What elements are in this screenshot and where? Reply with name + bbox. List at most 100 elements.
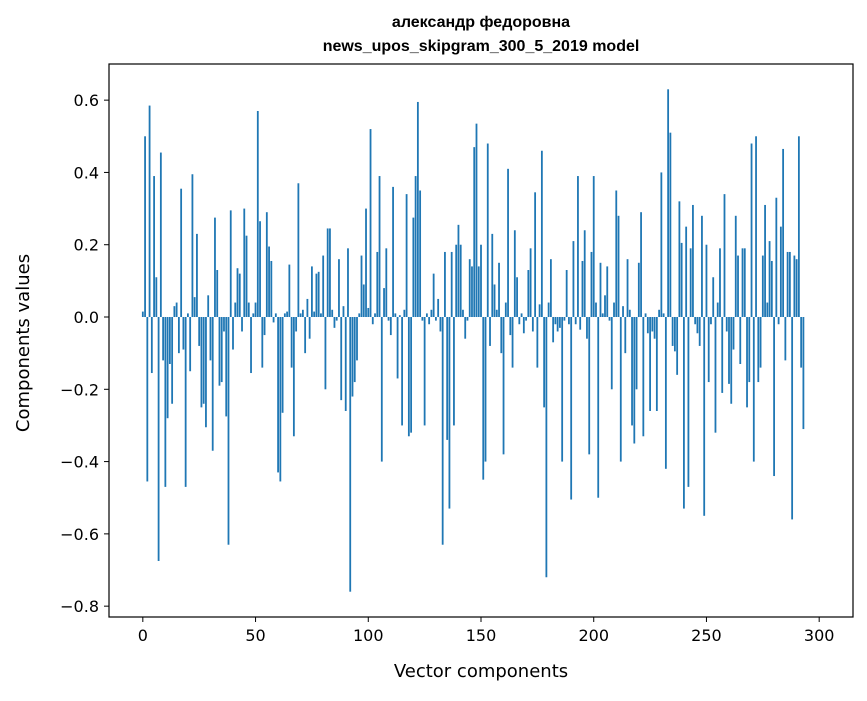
bar — [398, 315, 401, 318]
bar — [719, 248, 721, 317]
bar — [685, 226, 688, 318]
bar — [480, 244, 482, 318]
bar — [173, 306, 176, 317]
bar — [631, 317, 633, 426]
bar — [313, 311, 316, 317]
bar — [761, 255, 764, 317]
bar — [640, 212, 642, 318]
bar — [387, 317, 390, 321]
bar — [202, 317, 205, 404]
bar — [741, 248, 744, 317]
bar — [338, 259, 340, 318]
bar — [764, 204, 766, 318]
bar — [504, 302, 507, 318]
bar — [261, 317, 264, 368]
bar — [301, 309, 304, 318]
bar — [746, 317, 748, 408]
bar — [793, 255, 796, 317]
bar — [180, 188, 183, 318]
bar — [543, 317, 546, 408]
bar — [739, 317, 742, 364]
bar — [189, 317, 192, 372]
bar — [581, 260, 584, 317]
bar — [570, 317, 573, 500]
bars-group — [141, 89, 805, 592]
bar — [797, 136, 800, 318]
bar — [448, 317, 451, 509]
bar — [159, 152, 162, 317]
bar — [209, 317, 212, 361]
bar — [568, 317, 570, 325]
bar — [610, 317, 613, 390]
bar — [493, 284, 496, 318]
bar — [757, 317, 760, 383]
bar — [347, 248, 349, 317]
bar — [324, 317, 327, 390]
bar — [646, 317, 649, 334]
bar — [664, 317, 667, 469]
bar — [680, 242, 683, 317]
bar — [462, 309, 464, 318]
bar — [721, 317, 724, 393]
bar — [649, 317, 651, 411]
bar — [635, 317, 638, 390]
bar — [290, 317, 293, 368]
bar — [419, 190, 422, 317]
bar — [389, 317, 392, 336]
bar — [425, 313, 428, 317]
bar — [306, 298, 309, 317]
bar — [200, 317, 203, 408]
bar — [802, 317, 805, 430]
bar — [651, 317, 654, 332]
y-tick-label: 0.0 — [74, 308, 99, 327]
bar — [175, 302, 178, 318]
bar — [335, 317, 338, 321]
bar — [529, 248, 532, 317]
bar — [716, 302, 719, 318]
bar — [475, 123, 478, 318]
bar — [486, 143, 489, 318]
bar — [396, 317, 399, 379]
bar — [520, 313, 523, 317]
bar — [540, 150, 543, 318]
bar — [191, 174, 194, 318]
bar — [791, 317, 794, 520]
bar — [619, 317, 622, 462]
bar — [157, 317, 160, 561]
bar — [286, 311, 289, 317]
bar — [658, 309, 661, 318]
bar — [265, 212, 268, 318]
bar — [606, 266, 609, 318]
bar — [193, 297, 196, 318]
bar — [229, 210, 232, 317]
bar — [595, 302, 597, 318]
bar — [626, 259, 629, 318]
bar — [254, 302, 257, 318]
bar — [586, 317, 588, 339]
bar — [660, 172, 663, 318]
bar — [549, 259, 552, 318]
bar — [683, 317, 685, 509]
bar — [509, 317, 512, 336]
bar — [405, 194, 408, 318]
bar — [383, 288, 385, 318]
bar — [435, 317, 437, 321]
x-tick-label: 300 — [804, 626, 835, 645]
bar — [667, 89, 670, 318]
bar — [601, 313, 604, 317]
bar — [241, 317, 243, 332]
bar — [166, 317, 169, 419]
bar — [613, 302, 615, 318]
bar — [534, 192, 537, 318]
bar — [743, 248, 746, 317]
bar — [800, 317, 803, 368]
bar — [689, 248, 692, 317]
bar — [299, 313, 302, 317]
bar — [407, 317, 410, 437]
x-tick-label: 0 — [138, 626, 148, 645]
bar — [333, 317, 336, 328]
bar — [311, 266, 313, 318]
bar — [392, 186, 394, 318]
x-tick-label: 200 — [578, 626, 609, 645]
bar — [759, 317, 762, 368]
